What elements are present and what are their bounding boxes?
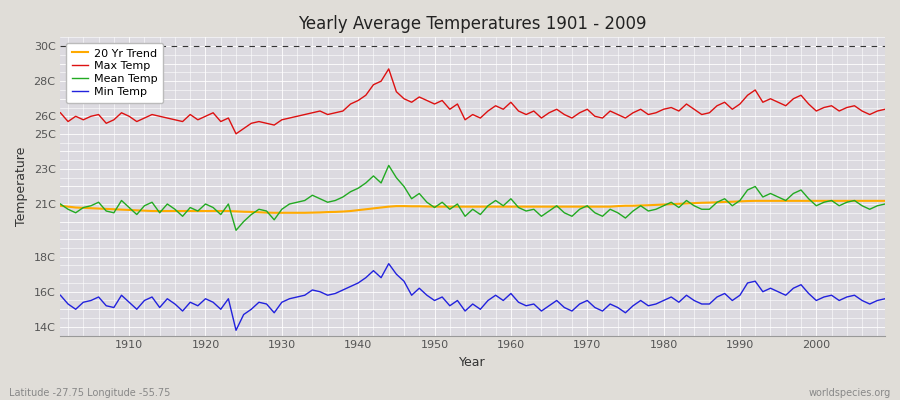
Mean Temp (383, 163, 394, 168)
20 Yr Trend (750, 198, 760, 203)
Mean Temp (612, 210, 623, 215)
X-axis label: Year: Year (459, 356, 486, 369)
20 Yr Trend (513, 204, 524, 209)
Min Temp (879, 296, 890, 301)
Line: Mean Temp: Mean Temp (60, 166, 885, 230)
Title: Yearly Average Temperatures 1901 - 2009: Yearly Average Temperatures 1901 - 2009 (299, 15, 647, 33)
Y-axis label: Temperature: Temperature (15, 147, 28, 226)
Mean Temp (338, 194, 348, 199)
Min Temp (116, 293, 127, 298)
Min Temp (383, 261, 394, 266)
Min Temp (292, 294, 302, 299)
Max Temp (292, 114, 302, 119)
Mean Temp (292, 200, 302, 205)
20 Yr Trend (116, 207, 127, 212)
Mean Temp (116, 198, 127, 203)
Min Temp (338, 288, 348, 292)
Mean Temp (513, 205, 524, 210)
Mean Temp (230, 228, 241, 233)
Mean Temp (55, 202, 66, 206)
20 Yr Trend (605, 204, 616, 209)
Line: Max Temp: Max Temp (60, 69, 885, 134)
Max Temp (879, 107, 890, 112)
Max Temp (521, 112, 532, 117)
Mean Temp (521, 209, 532, 214)
Max Temp (338, 109, 348, 114)
Max Temp (513, 109, 524, 114)
Legend: 20 Yr Trend, Max Temp, Mean Temp, Min Temp: 20 Yr Trend, Max Temp, Mean Temp, Min Te… (66, 43, 163, 103)
Min Temp (513, 300, 524, 305)
Min Temp (230, 328, 241, 333)
20 Yr Trend (55, 203, 66, 208)
Min Temp (612, 305, 623, 310)
Line: 20 Yr Trend: 20 Yr Trend (60, 201, 885, 213)
20 Yr Trend (879, 198, 890, 203)
Mean Temp (879, 202, 890, 206)
Line: Min Temp: Min Temp (60, 264, 885, 330)
Max Temp (55, 110, 66, 115)
Max Temp (383, 66, 394, 71)
Text: Latitude -27.75 Longitude -55.75: Latitude -27.75 Longitude -55.75 (9, 388, 170, 398)
20 Yr Trend (292, 210, 302, 215)
20 Yr Trend (269, 210, 280, 215)
Min Temp (55, 293, 66, 298)
Text: worldspecies.org: worldspecies.org (809, 388, 891, 398)
20 Yr Trend (506, 204, 517, 209)
Min Temp (521, 303, 532, 308)
Max Temp (116, 110, 127, 115)
20 Yr Trend (338, 209, 348, 214)
Max Temp (612, 112, 623, 117)
Max Temp (230, 132, 241, 136)
